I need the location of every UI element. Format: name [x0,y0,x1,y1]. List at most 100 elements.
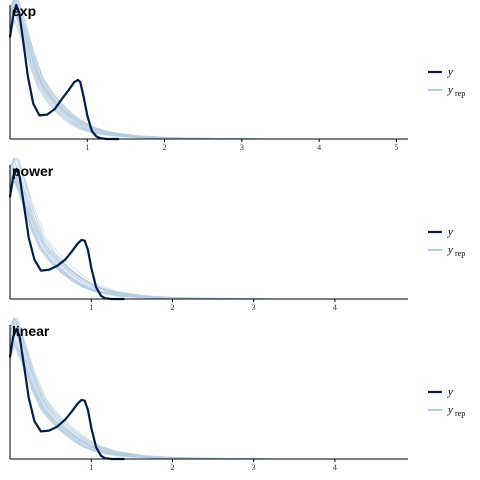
yrep-line [9,317,408,460]
yrep-line [9,167,370,300]
legend-yrep-label: y [447,244,453,256]
yrep-line [9,170,377,300]
legend-y-label: y [447,66,453,78]
yrep-line [9,177,408,300]
yrep-line [9,0,408,140]
yrep-draws [9,0,408,140]
yrep-line [9,317,404,460]
yrep-line [9,337,408,460]
yrep-line [9,157,408,300]
yrep-line [9,177,376,300]
yrep-line [9,345,408,460]
yrep-line [9,157,408,300]
yrep-line [9,317,394,460]
yrep-line [9,17,388,140]
y-line [8,3,120,141]
yrep-line [9,317,408,460]
yrep-line [9,324,408,460]
yrep-line [9,172,408,300]
yrep-line [9,157,374,300]
x-tick-label: 3 [252,463,256,472]
yrep-line [9,321,408,460]
panel-title: linear [12,323,50,339]
yrep-line [9,326,380,460]
legend-y-label: y [447,226,453,238]
legend-y-label: y [447,386,453,398]
yrep-line [9,0,408,140]
legend: yy rep [428,66,465,98]
yrep-line [9,343,408,460]
yrep-line [9,0,408,140]
yrep-line [9,157,408,300]
x-tick-label: 2 [163,143,167,152]
yrep-line [9,0,403,140]
x-tick-label: 3 [252,303,256,312]
yrep-line [9,343,408,460]
x-tick-label: 1 [85,143,89,152]
yrep-line [9,321,365,460]
yrep-line [9,342,401,460]
yrep-line [9,157,380,300]
yrep-line [9,175,394,300]
yrep-line [9,342,408,460]
yrep-line [9,175,408,300]
yrep-draws [9,157,408,300]
x-tick-label: 3 [240,143,244,152]
panel-title: power [12,163,54,179]
yrep-line [9,323,368,460]
yrep-line [9,0,384,140]
yrep-line [9,173,376,300]
yrep-line [9,165,362,300]
yrep-line [9,177,400,300]
yrep-line [9,168,408,300]
yrep-line [9,6,408,140]
yrep-line [9,0,408,140]
yrep-line [9,317,366,460]
yrep-line [9,0,388,140]
yrep-line [9,179,407,300]
yrep-line [9,0,408,140]
legend: yy rep [428,386,465,418]
yrep-line [9,317,408,460]
x-tick-label: 1 [89,463,93,472]
yrep-line [9,158,405,300]
yrep-line [9,317,361,460]
yrep-line [9,171,384,300]
x-tick-label: 1 [89,303,93,312]
yrep-line [9,160,408,300]
x-tick-label: 2 [170,463,174,472]
x-tick-label: 2 [170,303,174,312]
yrep-line [9,317,389,460]
yrep-line [9,175,392,300]
yrep-line [9,179,408,300]
yrep-draws [9,317,408,460]
yrep-line [9,168,408,300]
yrep-line [9,0,408,140]
legend-yrep-label: y [447,84,453,96]
legend-yrep-subscript: rep [455,409,465,418]
yrep-line [9,336,408,460]
yrep-line [9,328,408,460]
yrep-line [9,330,370,460]
legend-yrep-label: y [447,404,453,416]
legend: yy rep [428,226,465,258]
yrep-line [9,0,381,140]
x-tick-label: 4 [333,303,337,312]
yrep-line [9,8,361,140]
legend-yrep-subscript: rep [455,89,465,98]
yrep-line [9,177,373,300]
panel-title: exp [12,3,36,19]
yrep-line [9,326,401,460]
yrep-line [9,179,381,300]
y-line [8,327,125,461]
x-tick-label: 4 [317,143,321,152]
legend-yrep-subscript: rep [455,249,465,258]
yrep-line [9,317,408,460]
yrep-line [9,340,408,460]
yrep-line [9,157,408,300]
x-tick-label: 4 [333,463,337,472]
